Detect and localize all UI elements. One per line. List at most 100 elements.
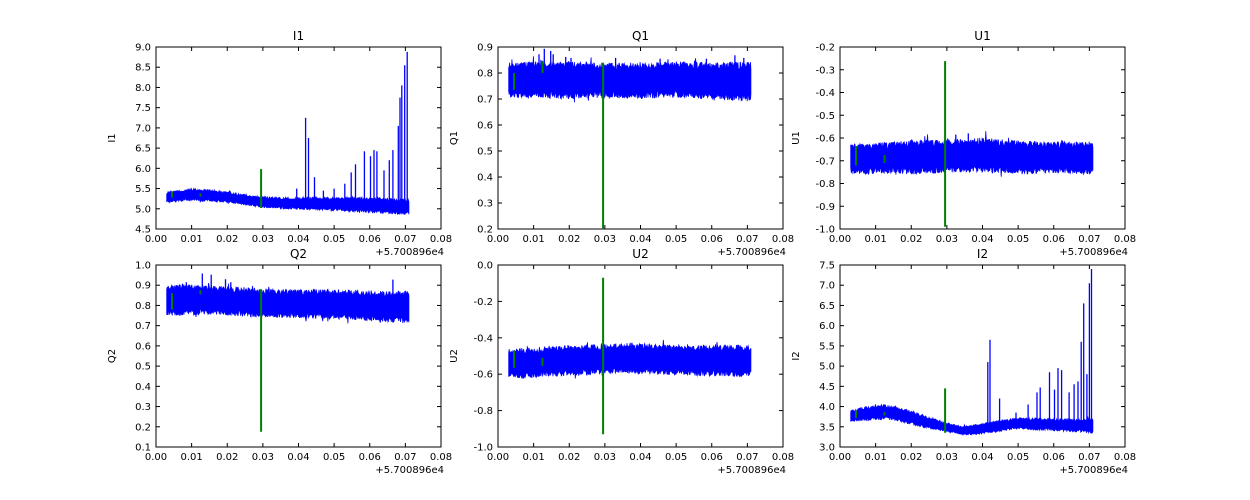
x-tick-label: 0.02 (900, 452, 922, 463)
x-offset-label: +5.700896e4 (1059, 247, 1128, 258)
x-tick-label: 0.04 (287, 234, 309, 245)
signal-band (508, 339, 752, 380)
y-axis-label: U2 (449, 349, 460, 363)
y-tick-label: 5.5 (135, 184, 151, 195)
x-tick-label: 0.01 (180, 452, 202, 463)
x-tick-label: 0.00 (145, 452, 167, 463)
x-tick-label: 0.01 (522, 452, 544, 463)
y-tick-label: 4.5 (135, 225, 151, 236)
plot-title: U1 (974, 29, 990, 43)
x-tick-label: 0.05 (665, 452, 687, 463)
x-offset-label: +5.700896e4 (375, 247, 444, 258)
x-tick-label: 0.03 (936, 234, 958, 245)
x-tick-label: 0.06 (359, 452, 381, 463)
x-tick-label: 0.02 (900, 234, 922, 245)
y-tick-label: -0.6 (473, 370, 493, 381)
x-offset-label: +5.700896e4 (1059, 465, 1128, 476)
subplot-i2: 0.00 0.01 0.02 0.03 0.04 0.05 0.06 0.07 0.08 3.0 3… (791, 247, 1136, 476)
x-offset-label: +5.700896e4 (375, 465, 444, 476)
y-tick-label: 0.8 (135, 301, 151, 312)
x-tick-label: 0.08 (772, 234, 794, 245)
y-tick-label: -0.8 (473, 406, 493, 417)
x-tick-label: 0.08 (772, 452, 794, 463)
y-tick-label: 0.8 (477, 69, 493, 80)
signal-band (166, 283, 410, 324)
x-tick-label: 0.00 (487, 452, 509, 463)
y-axis-label: Q1 (449, 131, 460, 145)
x-tick-label: 0.01 (864, 452, 886, 463)
subplot-i1: 0.00 0.01 0.02 0.03 0.04 0.05 0.06 0.07 0.08 4.5 5… (107, 29, 452, 258)
y-tick-label: 1.0 (135, 261, 151, 272)
x-tick-label: 0.03 (252, 234, 274, 245)
plot-title: Q2 (290, 247, 307, 261)
y-tick-label: -0.7 (815, 156, 835, 167)
x-tick-label: 0.00 (829, 452, 851, 463)
x-tick-label: 0.07 (1078, 452, 1100, 463)
y-tick-label: 0.9 (477, 43, 493, 54)
x-tick-label: 0.05 (323, 452, 345, 463)
x-tick-label: 0.06 (1043, 452, 1065, 463)
y-tick-label: -1.0 (815, 225, 835, 236)
plot-title: I2 (977, 247, 988, 261)
y-tick-label: 0.2 (477, 225, 493, 236)
y-tick-label: 5.5 (819, 341, 835, 352)
plot-title: U2 (632, 247, 648, 261)
x-tick-label: 0.04 (629, 234, 651, 245)
x-tick-label: 0.07 (736, 234, 758, 245)
y-tick-label: 5.0 (135, 204, 151, 215)
y-tick-label: 9.0 (135, 43, 151, 54)
y-tick-label: 0.7 (477, 95, 493, 106)
signal-band (166, 187, 410, 216)
y-tick-label: 3.5 (819, 422, 835, 433)
subplot-u2: 0.00 0.01 0.02 0.03 0.04 0.05 0.06 0.07 0.08 -1.0… (449, 247, 794, 476)
y-axis-label: I2 (791, 351, 802, 360)
plot-title: Q1 (632, 29, 649, 43)
x-tick-label: 0.04 (971, 234, 993, 245)
y-tick-label: -0.9 (815, 202, 835, 213)
y-tick-label: -1.0 (473, 443, 493, 454)
y-tick-label: 6.0 (819, 321, 835, 332)
y-tick-label: 0.5 (477, 147, 493, 158)
x-tick-label: 0.00 (145, 234, 167, 245)
x-tick-label: 0.05 (1007, 234, 1029, 245)
x-tick-label: 0.02 (216, 452, 238, 463)
y-tick-label: 0.2 (135, 422, 151, 433)
y-tick-label: -0.2 (473, 297, 493, 308)
axes-frame (839, 46, 1126, 230)
y-tick-label: 5.0 (819, 362, 835, 373)
x-tick-label: 0.02 (558, 452, 580, 463)
x-tick-label: 0.08 (430, 234, 452, 245)
x-tick-label: 0.06 (701, 234, 723, 245)
signal-band (508, 56, 752, 103)
x-tick-label: 0.02 (558, 234, 580, 245)
x-tick-label: 0.08 (1114, 452, 1136, 463)
y-tick-label: 7.5 (135, 103, 151, 114)
y-tick-label: 0.7 (135, 321, 151, 332)
x-tick-label: 0.01 (864, 234, 886, 245)
x-tick-label: 0.07 (736, 452, 758, 463)
y-axis-label: I1 (107, 133, 118, 142)
x-tick-label: 0.02 (216, 234, 238, 245)
x-tick-label: 0.03 (252, 452, 274, 463)
axes-frame (839, 264, 1126, 448)
x-tick-label: 0.03 (594, 452, 616, 463)
x-tick-label: 0.01 (180, 234, 202, 245)
x-tick-label: 0.04 (629, 452, 651, 463)
y-tick-label: -0.2 (815, 43, 835, 54)
x-tick-label: 0.03 (594, 234, 616, 245)
plot-title: I1 (293, 29, 304, 43)
y-tick-label: 6.5 (135, 144, 151, 155)
y-tick-label: -0.3 (815, 65, 835, 76)
y-tick-label: 0.9 (135, 281, 151, 292)
x-offset-label: +5.700896e4 (717, 465, 786, 476)
x-tick-label: 0.01 (522, 234, 544, 245)
subplot-u1: 0.00 0.01 0.02 0.03 0.04 0.05 0.06 0.07 0.08 -1.0… (791, 29, 1136, 258)
x-tick-label: 0.00 (487, 234, 509, 245)
x-tick-label: 0.05 (323, 234, 345, 245)
x-tick-label: 0.07 (394, 452, 416, 463)
y-axis-label: Q2 (107, 349, 118, 363)
y-tick-label: -0.4 (815, 88, 835, 99)
y-tick-label: 7.0 (819, 281, 835, 292)
y-tick-label: 6.0 (135, 164, 151, 175)
